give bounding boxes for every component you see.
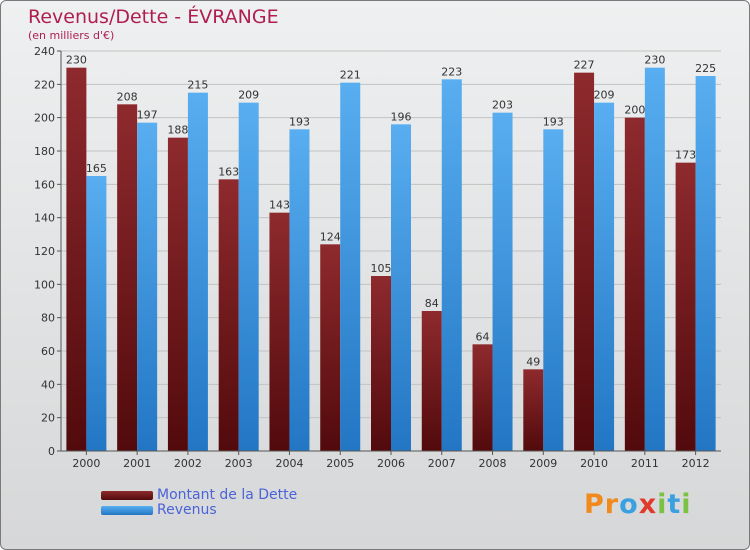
bar-dette-2011 bbox=[624, 117, 645, 452]
x-tick-label: 2008 bbox=[479, 457, 507, 470]
y-tick-label: 200 bbox=[34, 112, 55, 125]
x-tick-label: 2004 bbox=[275, 457, 303, 470]
legend-swatch-revenus bbox=[101, 505, 153, 515]
data-label-dette: 188 bbox=[167, 124, 188, 137]
data-label-dette: 208 bbox=[117, 90, 138, 103]
y-tick-label: 80 bbox=[41, 312, 55, 325]
y-tick-label: 60 bbox=[41, 345, 55, 358]
y-tick-label: 0 bbox=[48, 445, 55, 458]
data-label-dette: 64 bbox=[476, 330, 490, 343]
bar-revenus-2008 bbox=[492, 112, 513, 452]
bar-dette-2005 bbox=[320, 244, 341, 451]
data-label-dette: 124 bbox=[320, 230, 341, 243]
y-tick-label: 20 bbox=[41, 412, 55, 425]
chart-title: Revenus/Dette - ÉVRANGE bbox=[28, 6, 279, 28]
legend-label-revenus: Revenus bbox=[157, 502, 217, 518]
y-tick-label: 160 bbox=[34, 178, 55, 191]
bar-revenus-2007 bbox=[441, 79, 462, 451]
bar-revenus-2005 bbox=[340, 82, 361, 452]
bar-revenus-2011 bbox=[644, 67, 665, 452]
y-tick-label: 220 bbox=[34, 78, 55, 91]
data-label-revenus: 165 bbox=[86, 162, 107, 175]
y-tick-label: 120 bbox=[34, 245, 55, 258]
legend-item-revenus: Revenus bbox=[101, 502, 217, 518]
bar-dette-2010 bbox=[574, 72, 595, 452]
bar-dette-2006 bbox=[371, 276, 391, 451]
y-tick-label: 140 bbox=[34, 212, 55, 225]
x-tick-label: 2007 bbox=[428, 457, 456, 470]
bar-revenus-2001 bbox=[137, 122, 158, 452]
y-tick-label: 100 bbox=[34, 278, 55, 291]
bar-revenus-2002 bbox=[187, 92, 208, 452]
bar-dette-2001 bbox=[117, 104, 138, 451]
x-tick-label: 2005 bbox=[326, 457, 354, 470]
data-label-revenus: 209 bbox=[594, 89, 615, 102]
bar-dette-2000 bbox=[66, 67, 87, 452]
bar-dette-2002 bbox=[167, 137, 188, 451]
bar-revenus-2010 bbox=[594, 102, 615, 452]
bar-dette-2007 bbox=[421, 311, 442, 451]
data-label-revenus: 193 bbox=[543, 115, 564, 128]
data-label-revenus: 209 bbox=[238, 89, 259, 102]
x-tick-label: 2006 bbox=[377, 457, 405, 470]
bar-dette-2012 bbox=[675, 162, 696, 451]
data-label-dette: 84 bbox=[425, 297, 439, 310]
data-label-dette: 49 bbox=[526, 355, 540, 368]
x-tick-label: 2000 bbox=[72, 457, 100, 470]
data-label-revenus: 221 bbox=[340, 69, 361, 82]
bar-revenus-2000 bbox=[86, 176, 107, 451]
chart-subtitle: (en milliers d'€) bbox=[28, 29, 115, 42]
x-tick-label: 2010 bbox=[580, 457, 608, 470]
data-labels: 230 165 208 197 188 215 163 209 143 193 124 221 105 1… bbox=[66, 54, 716, 369]
data-label-revenus: 225 bbox=[695, 62, 716, 75]
bar-dette-2004 bbox=[269, 212, 290, 451]
data-label-dette: 173 bbox=[675, 149, 696, 162]
bar-revenus-2003 bbox=[238, 102, 259, 452]
data-label-dette: 230 bbox=[66, 54, 87, 67]
data-label-revenus: 203 bbox=[492, 99, 513, 112]
bar-dette-2008 bbox=[472, 344, 493, 451]
y-tick-label: 180 bbox=[34, 145, 55, 158]
axes: 0 20 40 60 80 100 120 140 160 180 200 220 240 2000 200… bbox=[34, 45, 721, 470]
data-label-revenus: 193 bbox=[289, 115, 310, 128]
legend-swatch-dette bbox=[101, 490, 153, 500]
proxiti-logo: Proxiti bbox=[584, 489, 692, 520]
legend-label-dette: Montant de la Dette bbox=[157, 487, 298, 503]
data-label-dette: 227 bbox=[574, 59, 595, 72]
data-label-revenus: 230 bbox=[644, 54, 665, 67]
legend-item-dette: Montant de la Dette bbox=[101, 487, 297, 503]
bar-revenus-2004 bbox=[289, 129, 310, 452]
y-tick-label: 40 bbox=[41, 378, 55, 391]
bar-revenus-2006 bbox=[391, 124, 411, 451]
data-label-dette: 143 bbox=[269, 199, 290, 212]
data-label-dette: 200 bbox=[624, 104, 645, 117]
y-tick-label: 240 bbox=[34, 45, 55, 58]
x-tick-label: 2001 bbox=[123, 457, 151, 470]
x-tick-label: 2003 bbox=[225, 457, 253, 470]
x-tick-label: 2012 bbox=[682, 457, 710, 470]
bars bbox=[66, 67, 716, 452]
data-label-revenus: 215 bbox=[187, 79, 208, 92]
data-label-dette: 163 bbox=[218, 165, 239, 178]
data-label-dette: 105 bbox=[371, 262, 392, 275]
bar-revenus-2009 bbox=[543, 129, 564, 452]
data-label-revenus: 223 bbox=[441, 65, 462, 78]
x-tick-label: 2011 bbox=[631, 457, 659, 470]
data-label-revenus: 196 bbox=[391, 110, 412, 123]
x-tick-label: 2002 bbox=[174, 457, 202, 470]
bar-revenus-2012 bbox=[695, 76, 716, 451]
bar-dette-2009 bbox=[523, 369, 544, 451]
data-label-revenus: 197 bbox=[137, 109, 158, 122]
bar-dette-2003 bbox=[218, 179, 239, 452]
x-tick-label: 2009 bbox=[529, 457, 557, 470]
